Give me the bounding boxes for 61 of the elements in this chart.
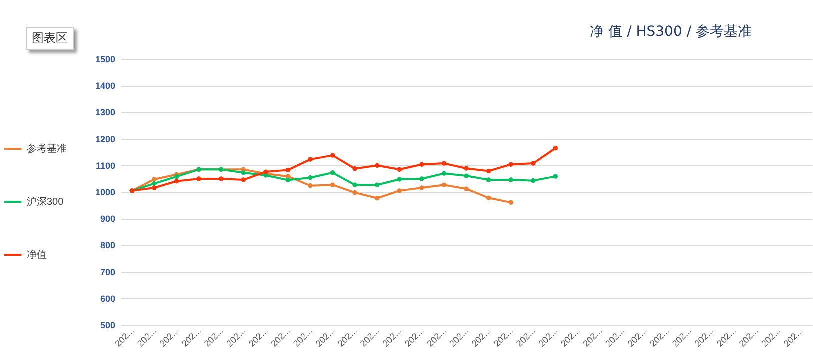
y-tick-label: 800: [100, 240, 116, 251]
point: [330, 182, 336, 188]
point: [152, 181, 157, 186]
point: [286, 168, 291, 173]
point: [464, 174, 469, 178]
point: [152, 177, 157, 182]
point: [308, 184, 313, 188]
y-tick-label: 1100: [96, 160, 116, 171]
text: 图表区: [26, 27, 74, 50]
point: [352, 166, 358, 172]
point: [196, 176, 202, 182]
point: [464, 166, 469, 171]
point: [308, 157, 313, 162]
point: [464, 186, 469, 192]
point: [531, 161, 536, 166]
point: [508, 200, 514, 205]
y-tick-label: 900: [100, 214, 116, 224]
point: [374, 196, 380, 201]
point: [486, 196, 492, 200]
point: [352, 190, 358, 196]
point: [308, 176, 313, 180]
point: [442, 182, 447, 188]
point: [442, 161, 447, 166]
point: [374, 163, 380, 168]
point: [508, 178, 514, 182]
chart-title: 净 值 / HS300 / 参考基准: [590, 24, 752, 40]
point: [286, 178, 291, 183]
point: [241, 170, 246, 176]
point: [486, 168, 492, 174]
point: [420, 162, 424, 167]
y-tick-label: 1200: [95, 134, 116, 144]
y-tick-label: 600: [100, 294, 116, 304]
point: [330, 170, 336, 176]
legend-label: 参考基准: [27, 143, 67, 155]
point: [486, 178, 492, 182]
point: [218, 176, 224, 182]
point: [553, 146, 558, 151]
point: [420, 186, 424, 190]
point: [174, 174, 180, 180]
y-tick-label: 1400: [95, 81, 116, 92]
point: [508, 162, 514, 167]
y-tick-label: 1300: [95, 108, 116, 118]
point: [352, 182, 358, 188]
point: [420, 176, 424, 182]
point: [397, 188, 402, 194]
point: [174, 179, 180, 184]
y-tick-label: 1000: [95, 188, 116, 198]
point: [397, 177, 402, 182]
point: [531, 178, 536, 184]
point: [442, 171, 447, 176]
legend-label: 净值: [27, 249, 47, 261]
point: [374, 182, 380, 188]
point: [241, 178, 246, 182]
y-tick-label: 500: [100, 320, 116, 330]
point: [330, 153, 336, 158]
point: [553, 174, 558, 179]
point: [397, 167, 402, 172]
y-tick-label: 1500: [95, 54, 116, 64]
legend-label: 沪深300: [27, 196, 64, 208]
y-tick-label: 700: [100, 267, 116, 278]
point: [152, 186, 157, 190]
